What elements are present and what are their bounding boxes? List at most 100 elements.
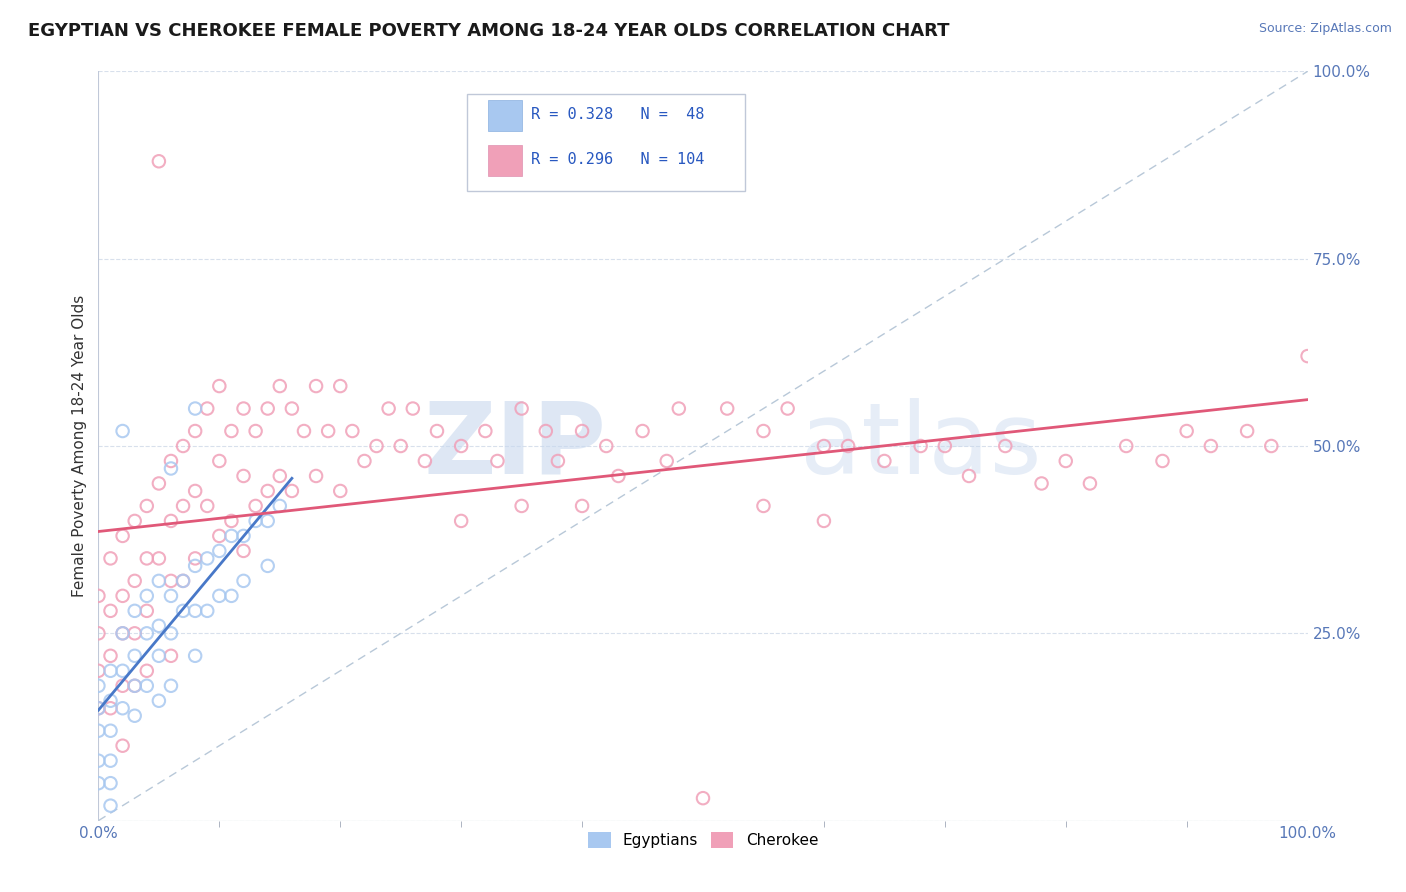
Point: [305, 379, 328, 393]
Point: [426, 424, 449, 438]
Point: [221, 424, 243, 438]
Point: [813, 514, 835, 528]
Point: [232, 529, 254, 543]
Point: [160, 574, 183, 588]
Point: [111, 664, 134, 678]
Text: R = 0.328   N =  48: R = 0.328 N = 48: [531, 107, 704, 122]
Text: ZIP: ZIP: [423, 398, 606, 494]
Point: [752, 424, 775, 438]
Point: [571, 499, 593, 513]
Point: [124, 648, 146, 663]
Text: R = 0.296   N = 104: R = 0.296 N = 104: [531, 153, 704, 168]
Point: [135, 664, 157, 678]
Point: [111, 626, 134, 640]
Point: [281, 483, 304, 498]
Point: [716, 401, 738, 416]
Point: [100, 776, 122, 790]
Point: [668, 401, 690, 416]
Point: [111, 424, 134, 438]
Point: [245, 514, 267, 528]
Point: [124, 679, 146, 693]
Point: [208, 379, 231, 393]
Point: [124, 574, 146, 588]
Point: [232, 574, 254, 588]
Point: [172, 604, 194, 618]
Point: [534, 424, 557, 438]
Point: [655, 454, 678, 468]
Point: [148, 619, 170, 633]
Point: [100, 648, 122, 663]
Point: [124, 708, 146, 723]
Point: [172, 499, 194, 513]
Point: [837, 439, 859, 453]
Point: [172, 574, 194, 588]
Point: [510, 401, 533, 416]
Point: [124, 604, 146, 618]
Point: [100, 604, 122, 618]
Point: [232, 401, 254, 416]
Point: [172, 439, 194, 453]
Point: [135, 679, 157, 693]
Y-axis label: Female Poverty Among 18-24 Year Olds: Female Poverty Among 18-24 Year Olds: [72, 295, 87, 597]
Point: [135, 551, 157, 566]
Point: [111, 739, 134, 753]
Point: [184, 424, 207, 438]
Point: [184, 558, 207, 573]
Point: [232, 469, 254, 483]
Point: [631, 424, 654, 438]
Point: [256, 514, 278, 528]
Point: [148, 154, 170, 169]
Legend: Egyptians, Cherokee: Egyptians, Cherokee: [582, 826, 824, 855]
Point: [910, 439, 932, 453]
Point: [87, 679, 110, 693]
Point: [184, 483, 207, 498]
Point: [256, 558, 278, 573]
Point: [957, 469, 980, 483]
Bar: [488, 100, 522, 131]
Point: [87, 701, 110, 715]
Point: [100, 694, 122, 708]
Point: [100, 798, 122, 813]
Point: [87, 776, 110, 790]
Point: [100, 551, 122, 566]
Point: [221, 514, 243, 528]
Point: [1031, 476, 1053, 491]
Point: [1152, 454, 1174, 468]
Point: [256, 401, 278, 416]
Point: [571, 424, 593, 438]
Point: [135, 589, 157, 603]
Point: [184, 551, 207, 566]
Point: [366, 439, 388, 453]
Point: [269, 379, 291, 393]
Point: [184, 604, 207, 618]
FancyBboxPatch shape: [467, 94, 745, 191]
Point: [111, 701, 134, 715]
Point: [1236, 424, 1258, 438]
Point: [100, 664, 122, 678]
Point: [813, 439, 835, 453]
Point: [1199, 439, 1222, 453]
Point: [195, 551, 218, 566]
Point: [450, 439, 472, 453]
Point: [208, 454, 231, 468]
Point: [450, 514, 472, 528]
Point: [195, 604, 218, 618]
Point: [232, 544, 254, 558]
Point: [195, 499, 218, 513]
Point: [595, 439, 617, 453]
Point: [329, 379, 352, 393]
Point: [87, 701, 110, 715]
Point: [486, 454, 509, 468]
Point: [148, 574, 170, 588]
Point: [752, 499, 775, 513]
Point: [776, 401, 799, 416]
Point: [221, 529, 243, 543]
Point: [135, 604, 157, 618]
Point: [160, 626, 183, 640]
Point: [547, 454, 569, 468]
Point: [111, 679, 134, 693]
Point: [148, 694, 170, 708]
Text: EGYPTIAN VS CHEROKEE FEMALE POVERTY AMONG 18-24 YEAR OLDS CORRELATION CHART: EGYPTIAN VS CHEROKEE FEMALE POVERTY AMON…: [28, 22, 949, 40]
Point: [87, 723, 110, 738]
Point: [135, 626, 157, 640]
